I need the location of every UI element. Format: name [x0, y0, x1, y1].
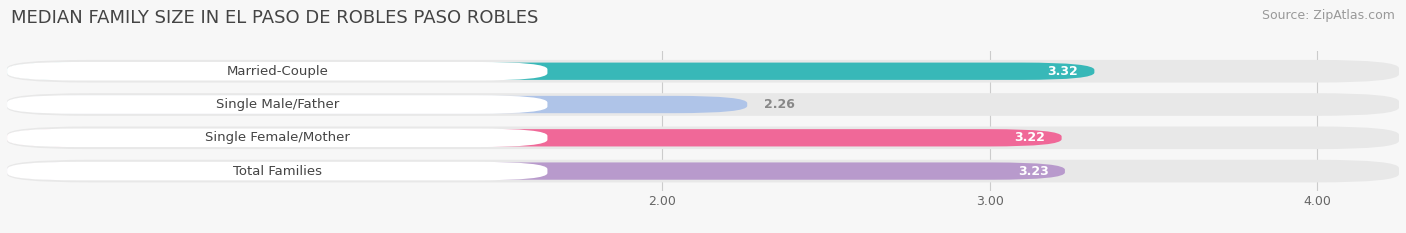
FancyBboxPatch shape: [7, 96, 747, 113]
Text: 3.22: 3.22: [1014, 131, 1045, 144]
FancyBboxPatch shape: [7, 95, 547, 114]
Text: Single Male/Father: Single Male/Father: [215, 98, 339, 111]
FancyBboxPatch shape: [7, 62, 547, 81]
FancyBboxPatch shape: [7, 162, 547, 180]
FancyBboxPatch shape: [7, 60, 1399, 82]
Text: 2.26: 2.26: [763, 98, 794, 111]
Text: Source: ZipAtlas.com: Source: ZipAtlas.com: [1261, 9, 1395, 22]
FancyBboxPatch shape: [7, 160, 1399, 182]
FancyBboxPatch shape: [7, 162, 1064, 180]
Text: 3.32: 3.32: [1047, 65, 1078, 78]
Text: Married-Couple: Married-Couple: [226, 65, 328, 78]
FancyBboxPatch shape: [7, 127, 1399, 149]
FancyBboxPatch shape: [7, 129, 547, 147]
Text: MEDIAN FAMILY SIZE IN EL PASO DE ROBLES PASO ROBLES: MEDIAN FAMILY SIZE IN EL PASO DE ROBLES …: [11, 9, 538, 27]
FancyBboxPatch shape: [7, 93, 1399, 116]
FancyBboxPatch shape: [7, 129, 1062, 147]
Text: Single Female/Mother: Single Female/Mother: [205, 131, 350, 144]
Text: 3.23: 3.23: [1018, 164, 1049, 178]
FancyBboxPatch shape: [7, 63, 1094, 80]
Text: Total Families: Total Families: [233, 164, 322, 178]
